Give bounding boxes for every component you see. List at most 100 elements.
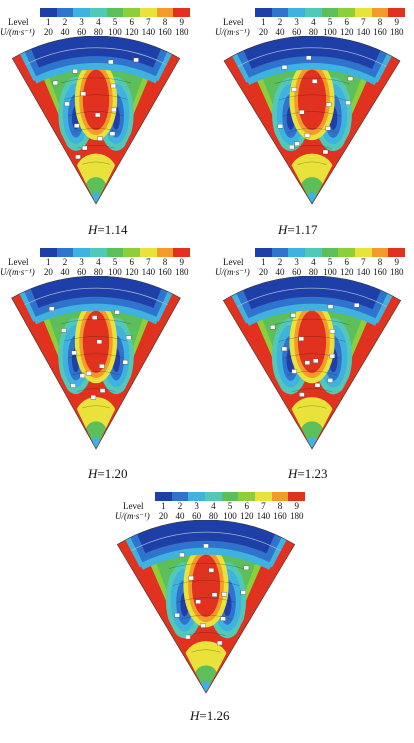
- legend-swatch-7: [140, 8, 157, 17]
- legend-velocity-value: 120: [339, 27, 354, 37]
- legend-level-value: 5: [112, 17, 118, 27]
- panel-caption: H=1.17: [278, 222, 317, 238]
- legend-velocity-value: 120: [339, 267, 354, 277]
- legend-level-value: 7: [146, 17, 151, 27]
- legend-velocity-value: 180: [389, 267, 404, 277]
- legend-velocity-label: U/(m·s⁻¹): [0, 267, 35, 277]
- caption-variable: H: [88, 466, 98, 481]
- color-legend: 1 2 3 4 5 6 7 8 9 20 40 60 80 100 120 140 160 180 Level U/(…: [115, 492, 306, 521]
- legend-swatch-3: [73, 248, 91, 257]
- legend-velocity-value: 100: [323, 267, 337, 277]
- legend-color-bar: [40, 8, 191, 17]
- legend-level-row: 1 2 3 4 5 6 7 8 9: [155, 502, 305, 511]
- color-legend: 1 2 3 4 5 6 7 8 9 20 40 60 80 100 120 140 160 180 Level U/(…: [215, 8, 406, 37]
- legend-level-value: 4: [311, 17, 316, 27]
- legend-level-value: 4: [96, 257, 101, 267]
- legend-level-value: 7: [361, 17, 366, 27]
- legend-velocity-value: 80: [93, 27, 103, 37]
- velocity-contour-sector: [11, 276, 181, 450]
- legend-swatch-7: [140, 248, 157, 257]
- legend-level-value: 2: [277, 17, 283, 27]
- legend-level-value: 2: [277, 257, 283, 267]
- legend-swatch-1: [40, 8, 57, 17]
- legend-swatch-9: [288, 492, 306, 501]
- legend-swatch-2: [271, 248, 289, 257]
- legend-level-value: 4: [96, 17, 101, 27]
- legend-velocity-value: 140: [141, 27, 156, 37]
- legend-velocity-value: 140: [356, 27, 371, 37]
- legend-swatch-4: [90, 248, 107, 257]
- legend-swatch-4: [305, 248, 322, 257]
- legend-level-value: 6: [129, 257, 134, 267]
- legend-velocity-value: 100: [323, 27, 337, 37]
- legend-velocity-row: 20 40 60 80 100 120 140 160 180: [155, 512, 305, 521]
- legend-level-value: 9: [179, 17, 184, 27]
- legend-level-value: 8: [162, 257, 168, 267]
- legend-velocity-value: 140: [356, 267, 371, 277]
- legend-swatch-2: [271, 8, 289, 17]
- legend-swatch-3: [188, 492, 206, 501]
- legend-swatch-3: [288, 8, 306, 17]
- legend-velocity-value: 60: [292, 27, 302, 37]
- legend-velocity-value: 140: [141, 267, 156, 277]
- legend-swatch-2: [56, 8, 74, 17]
- legend-velocity-value: 180: [174, 267, 189, 277]
- legend-level-value: 1: [46, 17, 51, 27]
- legend-level-value: 4: [311, 257, 316, 267]
- legend-velocity-value: 80: [308, 267, 318, 277]
- legend-color-bar: [255, 248, 406, 257]
- legend-level-label: Level: [8, 17, 29, 27]
- legend-velocity-value: 160: [373, 27, 387, 37]
- legend-level-row: 1 2 3 4 5 6 7 8 9: [40, 18, 190, 27]
- legend-level-value: 8: [377, 257, 383, 267]
- legend-color-bar: [255, 8, 406, 17]
- legend-velocity-value: 120: [124, 267, 139, 277]
- legend-swatch-4: [305, 8, 322, 17]
- velocity-contour-sector: [116, 520, 296, 694]
- legend-swatch-5: [321, 248, 339, 257]
- legend-swatch-7: [355, 8, 372, 17]
- legend-swatch-1: [155, 492, 172, 501]
- legend-level-label: Level: [223, 17, 244, 27]
- legend-velocity-value: 40: [175, 511, 185, 521]
- legend-swatch-6: [338, 248, 356, 257]
- legend-swatch-2: [56, 248, 74, 257]
- legend-velocity-value: 20: [43, 267, 53, 277]
- legend-level-value: 3: [79, 257, 84, 267]
- legend-level-value: 1: [46, 257, 51, 267]
- caption-value: =1.26: [199, 708, 230, 723]
- legend-level-value: 7: [146, 257, 151, 267]
- panel-caption: H=1.26: [190, 708, 229, 724]
- color-legend: 1 2 3 4 5 6 7 8 9 20 40 60 80 100 120 140 160 180 Level U/(…: [0, 8, 191, 37]
- legend-swatch-9: [388, 248, 406, 257]
- legend-velocity-value: 100: [108, 267, 122, 277]
- legend-velocity-value: 100: [223, 511, 237, 521]
- legend-swatch-2: [171, 492, 189, 501]
- legend-level-value: 5: [327, 257, 333, 267]
- legend-swatch-9: [388, 8, 406, 17]
- legend-velocity-value: 180: [289, 511, 304, 521]
- legend-swatch-5: [221, 492, 239, 501]
- velocity-contour-sector: [222, 276, 402, 450]
- legend-level-row: 1 2 3 4 5 6 7 8 9: [255, 18, 405, 27]
- legend-velocity-value: 60: [77, 27, 87, 37]
- legend-velocity-value: 160: [373, 267, 387, 277]
- legend-level-value: 5: [112, 257, 118, 267]
- legend-level-value: 6: [344, 257, 349, 267]
- legend-swatch-8: [156, 8, 174, 17]
- velocity-contour-sector: [11, 36, 181, 205]
- legend-velocity-value: 120: [239, 511, 254, 521]
- panel-caption: H=1.20: [88, 466, 127, 482]
- caption-variable: H: [88, 222, 98, 237]
- legend-velocity-value: 160: [158, 27, 172, 37]
- legend-velocity-label: U/(m·s⁻¹): [215, 27, 250, 37]
- caption-value: =1.14: [97, 222, 128, 237]
- legend-velocity-value: 40: [60, 27, 70, 37]
- legend-level-value: 2: [62, 257, 68, 267]
- legend-level-value: 6: [344, 17, 349, 27]
- legend-level-row: 1 2 3 4 5 6 7 8 9: [40, 258, 190, 267]
- panel-caption: H=1.14: [88, 222, 127, 238]
- legend-velocity-value: 40: [275, 27, 285, 37]
- panel-caption: H=1.23: [288, 466, 327, 482]
- legend-level-value: 3: [79, 17, 84, 27]
